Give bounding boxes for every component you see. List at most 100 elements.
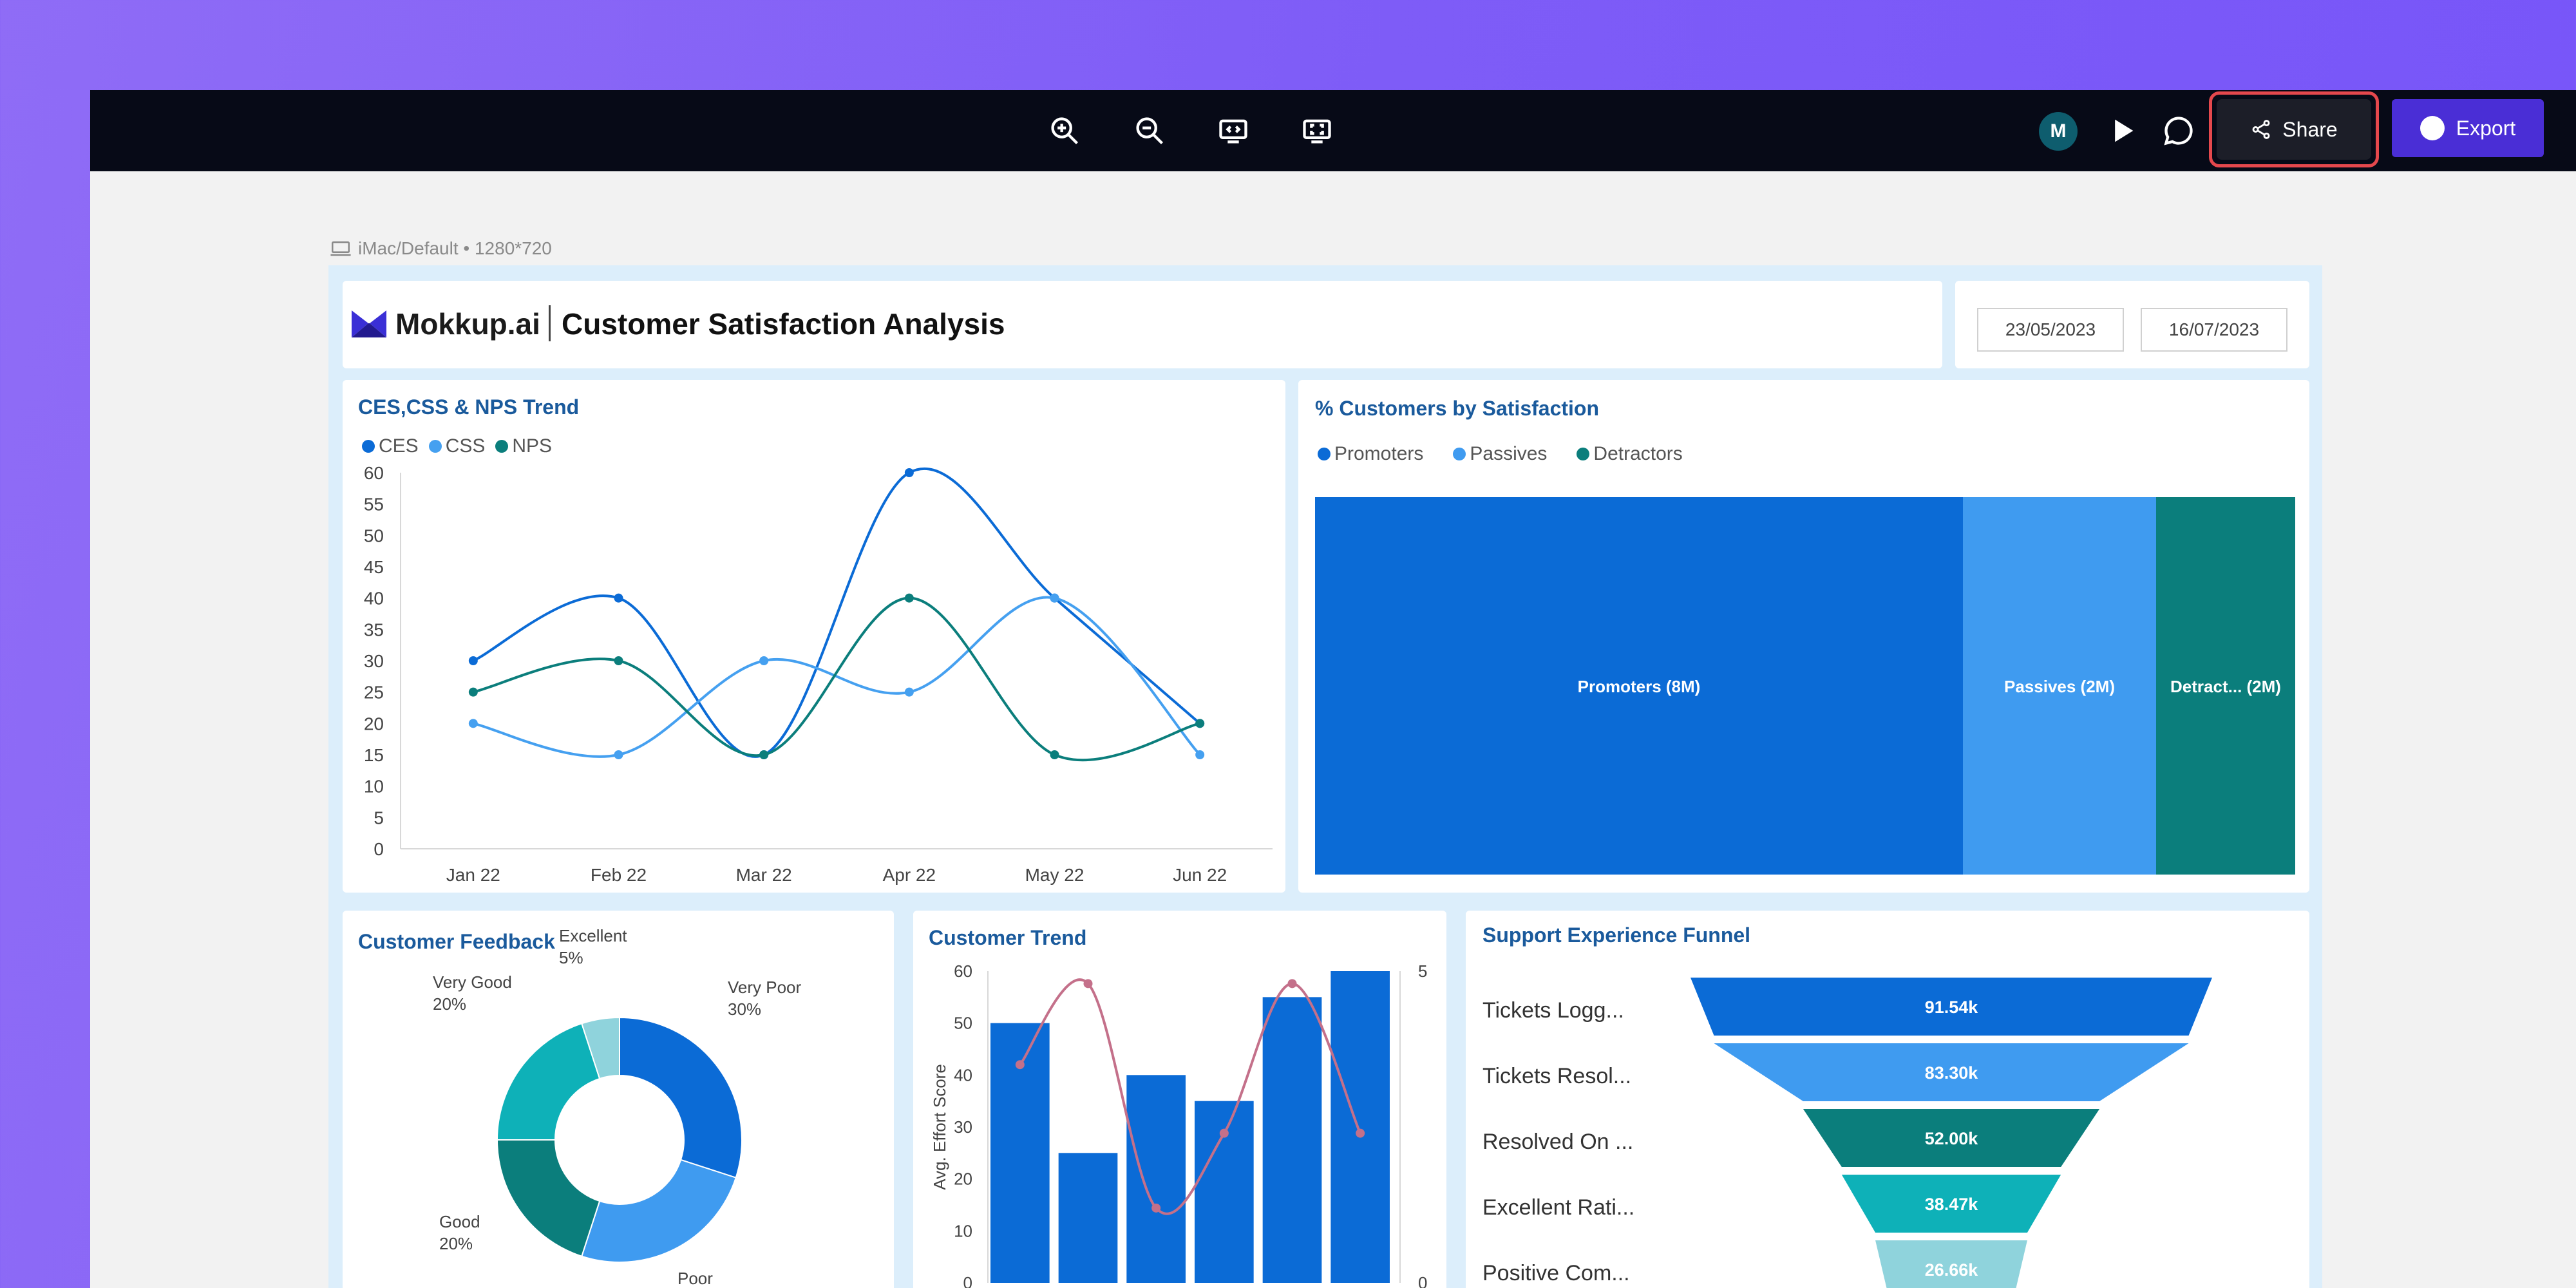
line-point[interactable] bbox=[1287, 979, 1297, 989]
data-point-nps[interactable] bbox=[468, 687, 478, 697]
donut-label: Excellent bbox=[559, 926, 627, 945]
series-line-nps[interactable] bbox=[473, 596, 1200, 762]
legend-item-css[interactable]: CSS bbox=[428, 435, 485, 457]
legend-label: Promoters bbox=[1334, 443, 1424, 464]
funnel-stage[interactable] bbox=[1841, 1175, 2061, 1233]
satisfaction-card: % Customers by Satisfaction Promoters Pa… bbox=[1298, 380, 2309, 893]
treemap-tile-promoters[interactable] bbox=[1315, 497, 1963, 875]
funnel-value: 83.30k bbox=[1925, 1063, 1979, 1083]
y-axis-title: Avg. Effort Score bbox=[930, 1064, 949, 1190]
data-point-css[interactable] bbox=[614, 750, 623, 759]
data-point-nps[interactable] bbox=[904, 593, 914, 603]
trend-line[interactable] bbox=[1019, 978, 1361, 1215]
y-tick-label: 15 bbox=[364, 745, 384, 765]
data-point-css[interactable] bbox=[759, 656, 769, 665]
code-view-icon[interactable] bbox=[1212, 109, 1255, 152]
export-icon bbox=[2420, 116, 2445, 140]
funnel-value: 52.00k bbox=[1925, 1129, 1979, 1148]
date-to-field[interactable]: 16/07/2023 bbox=[2141, 308, 2287, 352]
satisfaction-treemap: Promoters (8M) Passives (2M) Detract... (2… bbox=[1315, 497, 2295, 875]
data-point-css[interactable] bbox=[1195, 750, 1205, 759]
x-tick-label: Feb 22 bbox=[591, 865, 647, 885]
data-point-ces[interactable] bbox=[468, 656, 478, 665]
app-window: M Share Export iMac/Default • 1280*720 bbox=[90, 90, 2576, 1288]
treemap-tile-passives[interactable] bbox=[1963, 497, 2156, 875]
share-button[interactable]: Share bbox=[2217, 99, 2371, 160]
play-icon[interactable] bbox=[2101, 109, 2143, 152]
y2-tick-label: 0 bbox=[1418, 1273, 1427, 1288]
donut-label: Very Poor bbox=[728, 978, 802, 997]
avatar[interactable]: M bbox=[2039, 112, 2078, 151]
legend-item-ces[interactable]: CES bbox=[362, 435, 419, 457]
donut-slice-good[interactable] bbox=[496, 1139, 601, 1257]
data-point-nps[interactable] bbox=[1050, 750, 1059, 759]
funnel-card: Support Experience Funnel Tickets Logg..… bbox=[1466, 911, 2309, 1288]
funnel-stage[interactable] bbox=[1875, 1240, 2027, 1288]
donut-slice-very-good[interactable] bbox=[496, 1023, 601, 1141]
data-point-css[interactable] bbox=[904, 687, 914, 697]
y-tick-label: 35 bbox=[364, 620, 384, 639]
y-tick-label: 10 bbox=[364, 777, 384, 797]
funnel-stage[interactable] bbox=[1803, 1109, 2100, 1167]
donut-slice-poor[interactable] bbox=[581, 1159, 737, 1263]
line-point[interactable] bbox=[1083, 979, 1093, 989]
legend-item-nps[interactable]: NPS bbox=[495, 435, 552, 457]
donut-slice-excellent[interactable] bbox=[581, 1016, 620, 1080]
series-line-ces[interactable] bbox=[473, 467, 1201, 758]
legend-dot bbox=[428, 440, 442, 453]
data-point-css[interactable] bbox=[1050, 593, 1059, 603]
mokkup-logo-icon bbox=[352, 310, 386, 337]
bar[interactable] bbox=[1126, 1075, 1186, 1283]
date-from-field[interactable]: 23/05/2023 bbox=[1977, 308, 2124, 352]
fit-screen-icon[interactable] bbox=[1296, 109, 1338, 152]
data-point-nps[interactable] bbox=[614, 656, 623, 665]
zoom-out-icon[interactable] bbox=[1128, 109, 1171, 152]
legend-item-passives[interactable]: Passives bbox=[1453, 443, 1547, 465]
line-point[interactable] bbox=[1015, 1060, 1025, 1070]
legend-item-promoters[interactable]: Promoters bbox=[1318, 443, 1423, 465]
y-tick-label: 50 bbox=[364, 526, 384, 545]
legend-dot bbox=[1318, 448, 1331, 460]
data-point-css[interactable] bbox=[468, 719, 478, 728]
data-point-ces[interactable] bbox=[904, 468, 914, 477]
line-point[interactable] bbox=[1356, 1128, 1365, 1138]
customer-trend-title: Customer Trend bbox=[929, 926, 1087, 949]
dashboard-canvas: Mokkup.ai Customer Satisfaction Analysis… bbox=[328, 265, 2322, 1288]
comment-icon[interactable] bbox=[2157, 109, 2200, 152]
y-tick-label: 10 bbox=[954, 1221, 972, 1240]
treemap-tile-detractors[interactable] bbox=[2156, 497, 2295, 875]
legend-item-detractors[interactable]: Detractors bbox=[1577, 443, 1683, 465]
bar[interactable] bbox=[1195, 1101, 1254, 1283]
bar[interactable] bbox=[1262, 997, 1322, 1283]
legend-label: Passives bbox=[1470, 443, 1548, 464]
funnel-category: Tickets Resol... bbox=[1482, 1064, 1632, 1088]
data-point-ces[interactable] bbox=[614, 593, 623, 603]
line-point[interactable] bbox=[1219, 1128, 1229, 1138]
logo-text: Mokkup.ai bbox=[395, 307, 540, 341]
legend-label: NPS bbox=[512, 435, 553, 457]
satisfaction-title: % Customers by Satisfaction bbox=[1315, 397, 1599, 420]
share-label: Share bbox=[2282, 117, 2338, 141]
treemap-label: Promoters (8M) bbox=[1578, 677, 1701, 696]
funnel-stage[interactable] bbox=[1714, 1043, 2189, 1101]
legend-label: Detractors bbox=[1593, 443, 1683, 464]
donut-label: Poor bbox=[677, 1269, 713, 1288]
legend-dot bbox=[495, 440, 509, 453]
bar[interactable] bbox=[1331, 971, 1390, 1283]
donut-pct: 30% bbox=[728, 999, 761, 1019]
series-line-css[interactable] bbox=[473, 596, 1201, 758]
data-point-nps[interactable] bbox=[759, 750, 769, 759]
export-button[interactable]: Export bbox=[2392, 99, 2544, 157]
satisfaction-legend: Promoters Passives Detractors bbox=[1318, 443, 1683, 465]
donut-slice-very-poor[interactable] bbox=[619, 1016, 743, 1179]
zoom-in-icon[interactable] bbox=[1043, 109, 1086, 152]
y-tick-label: 25 bbox=[364, 683, 384, 703]
y-tick-label: 0 bbox=[963, 1273, 972, 1288]
device-label-text: iMac/Default • 1280*720 bbox=[358, 238, 552, 258]
bar[interactable] bbox=[1058, 1153, 1118, 1283]
y-tick-label: 50 bbox=[954, 1014, 972, 1033]
customer-trend-card: Customer Trend 0 10 20 30 40 50 60 0 5 Avg. Effor… bbox=[913, 911, 1446, 1288]
line-point[interactable] bbox=[1151, 1203, 1161, 1213]
data-point-nps[interactable] bbox=[1195, 719, 1205, 728]
funnel-stage[interactable] bbox=[1690, 978, 2212, 1036]
